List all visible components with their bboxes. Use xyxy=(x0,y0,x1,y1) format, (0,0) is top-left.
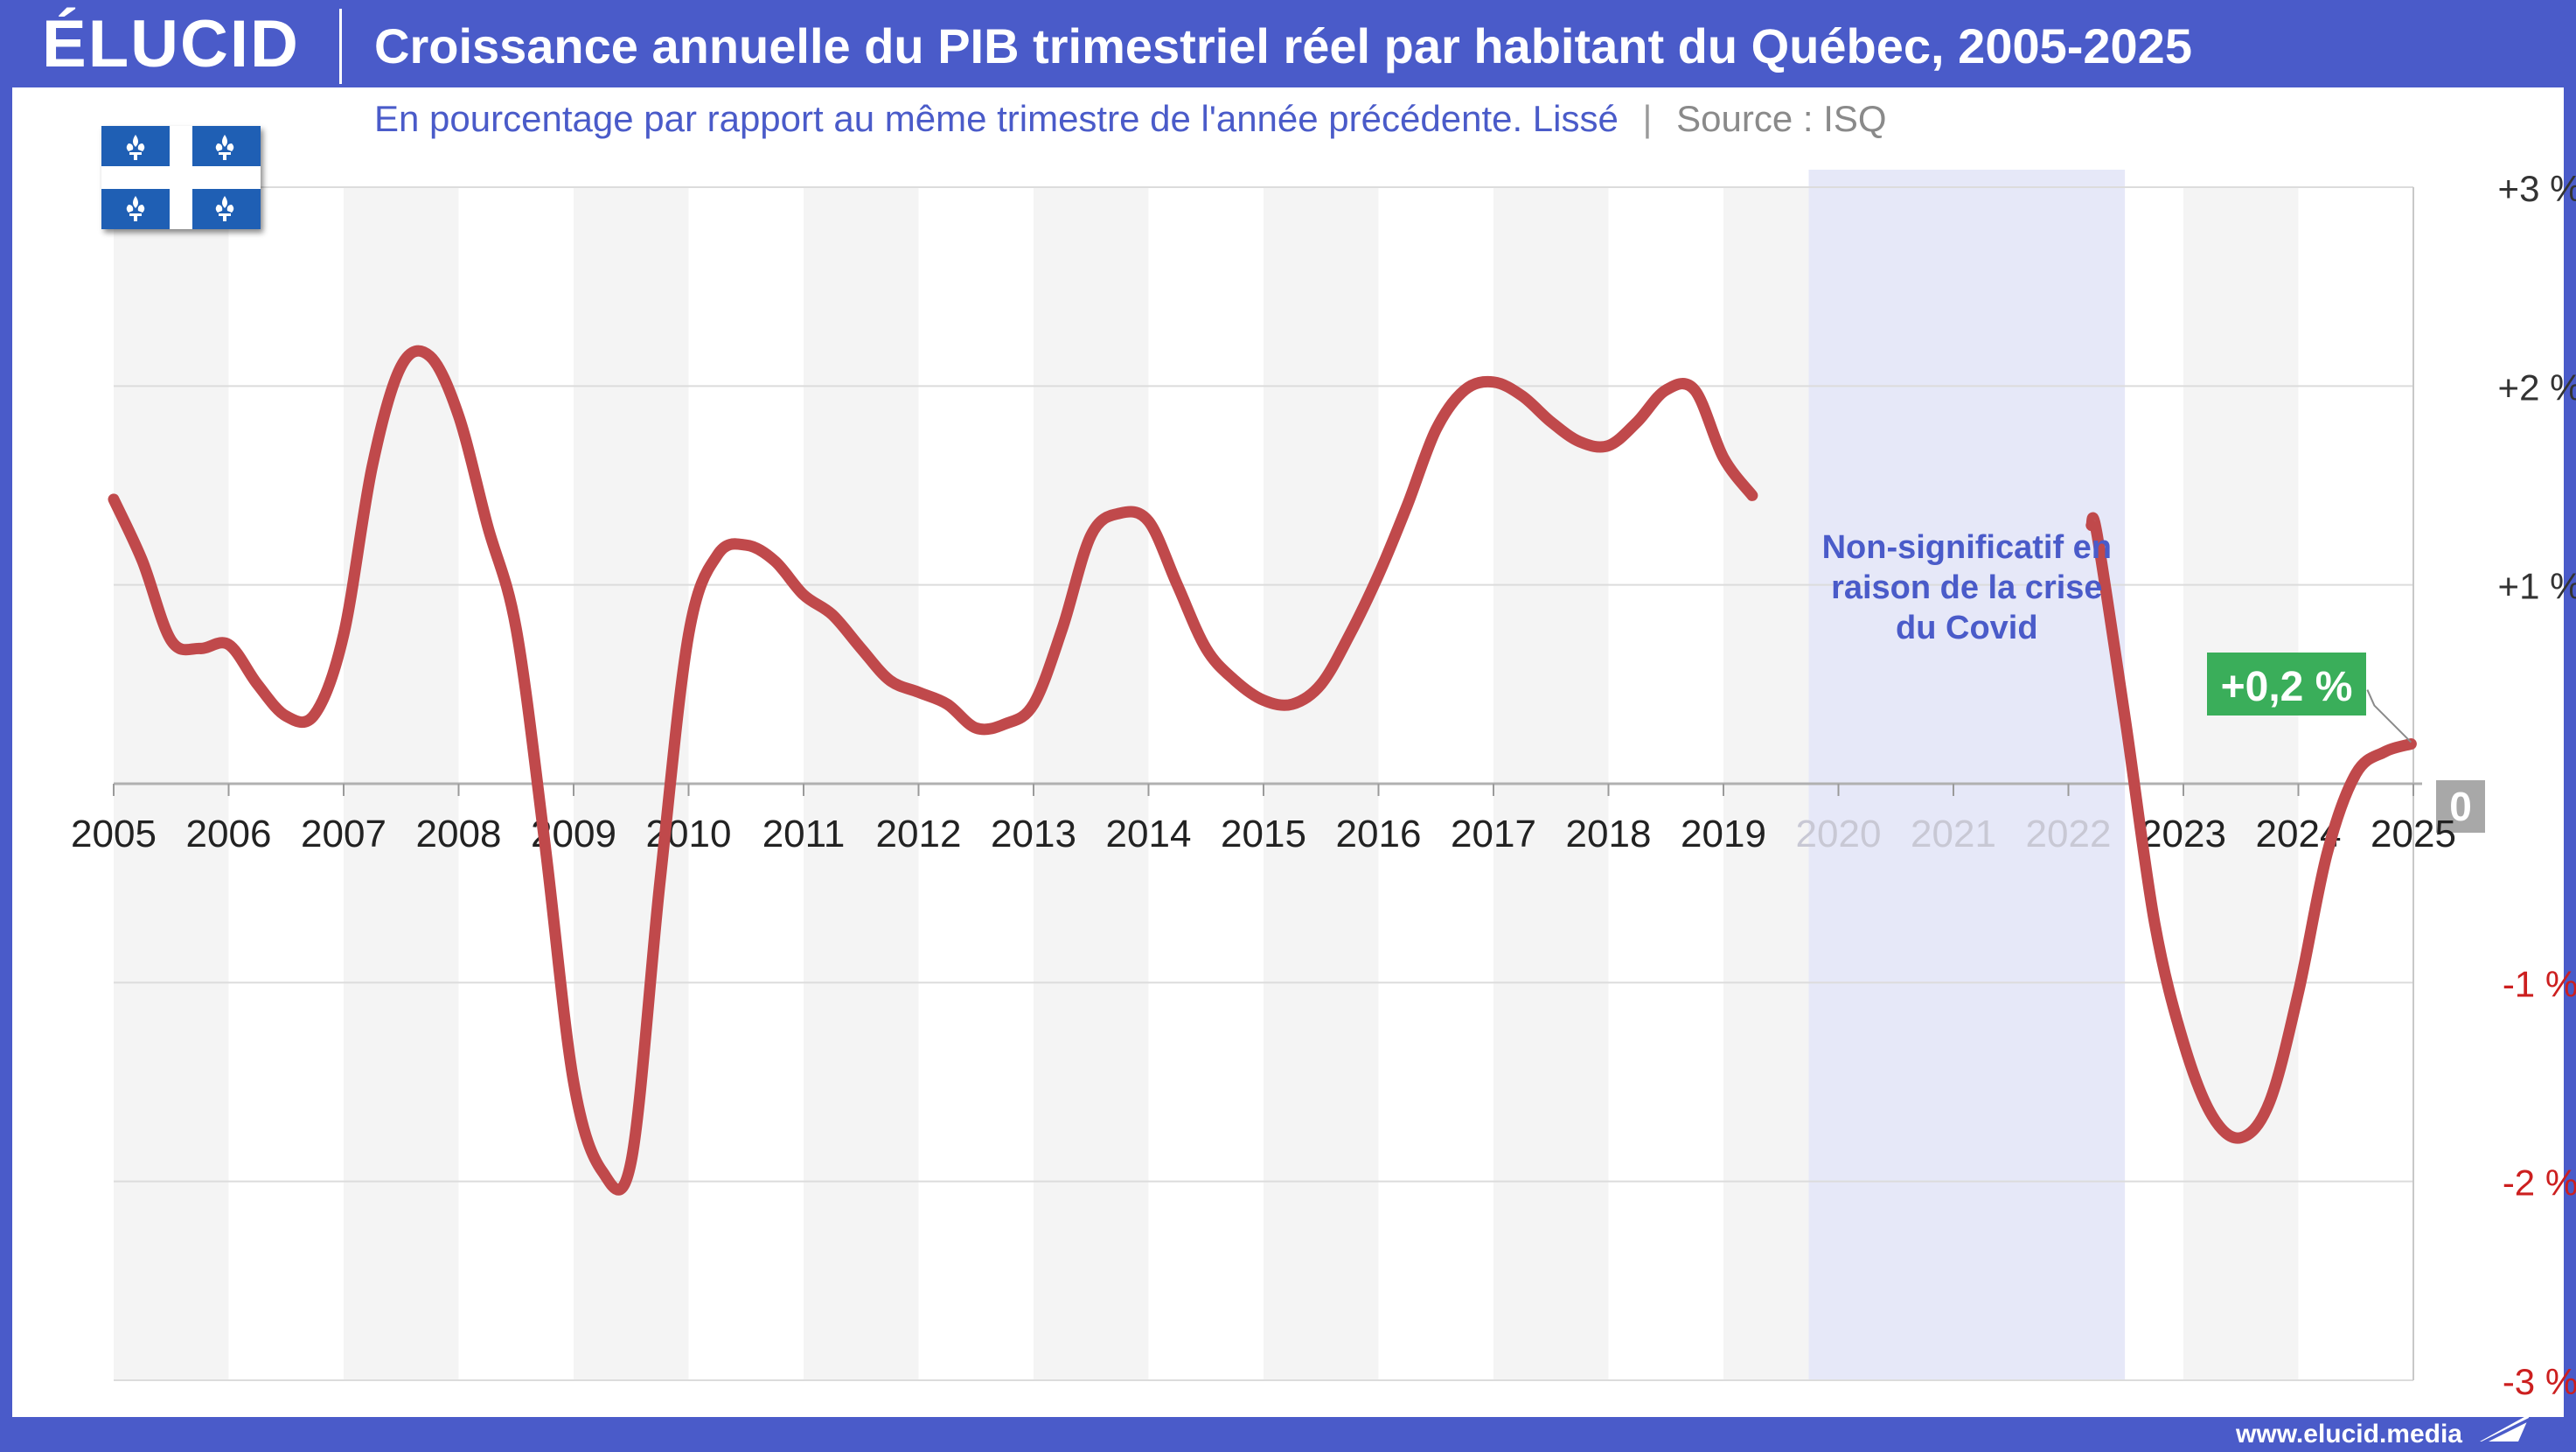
elucid-logo[interactable]: ÉLUCID xyxy=(42,7,300,81)
elucid-mark-icon xyxy=(2475,1414,2531,1445)
x-tick-label: 2007 xyxy=(301,813,386,855)
y-tick-label: -1 % xyxy=(2503,963,2576,1004)
x-tick-label: 2019 xyxy=(1681,813,1766,855)
series-line-segment xyxy=(2085,512,2417,1144)
covid-annotation: raison de la crise xyxy=(1831,569,2103,606)
chart-title: Croissance annuelle du PIB trimestriel r… xyxy=(374,18,2192,73)
covid-annotation: du Covid xyxy=(1896,610,2038,646)
x-tick-label: 2017 xyxy=(1451,813,1536,855)
chart-subtitle: En pourcentage par rapport au même trime… xyxy=(374,93,1887,145)
zero-tick-badge xyxy=(2436,780,2485,833)
quebec-flag-icon xyxy=(101,126,261,229)
y-tick-label: -3 % xyxy=(2503,1361,2576,1402)
y-tick-label: +3 % xyxy=(2498,168,2576,209)
y-tick-label: +2 % xyxy=(2498,366,2576,408)
x-tick-label: 2011 xyxy=(762,813,846,855)
header-bar xyxy=(0,0,2576,87)
source-label: Source : ISQ xyxy=(1676,98,1887,139)
y-tick-label: 0 xyxy=(2449,784,2472,829)
y-tick-label: +1 % xyxy=(2498,566,2576,607)
header-divider xyxy=(339,9,342,84)
last-value-badge xyxy=(2207,653,2366,716)
subtitle-separator: | xyxy=(1642,98,1653,139)
frame-left xyxy=(0,87,12,1417)
series-line-segment xyxy=(108,345,1758,1196)
x-tick-label: 2014 xyxy=(1106,813,1192,855)
x-tick-label: 2025 xyxy=(2371,813,2456,855)
x-tick-label: 2008 xyxy=(416,813,502,855)
last-value-leader xyxy=(2366,689,2412,743)
x-tick-label: 2012 xyxy=(876,813,962,855)
x-tick-label: 2018 xyxy=(1566,813,1652,855)
x-tick-label: 2013 xyxy=(991,813,1076,855)
last-value-label: +0,2 % xyxy=(2221,664,2353,710)
covid-shaded-region xyxy=(1808,170,2126,1380)
x-tick-label: 2023 xyxy=(2141,813,2226,855)
footer-url-link[interactable]: www.elucid.media xyxy=(2236,1420,2462,1449)
x-tick-label: 2006 xyxy=(186,813,272,855)
footer-bar xyxy=(0,1417,2576,1452)
frame-right xyxy=(2564,87,2576,1417)
subtitle-text: En pourcentage par rapport au même trime… xyxy=(374,98,1619,139)
x-tick-label: 2005 xyxy=(71,813,157,855)
y-tick-label: -2 % xyxy=(2503,1162,2576,1204)
x-tick-label: 2021 xyxy=(1911,813,1996,855)
x-tick-label: 2015 xyxy=(1221,813,1306,855)
x-tick-label: 2016 xyxy=(1336,813,1422,855)
x-tick-label: 2020 xyxy=(1796,813,1882,855)
x-tick-label: 2022 xyxy=(2026,813,2112,855)
covid-annotation: Non-significatif en xyxy=(1822,529,2112,566)
